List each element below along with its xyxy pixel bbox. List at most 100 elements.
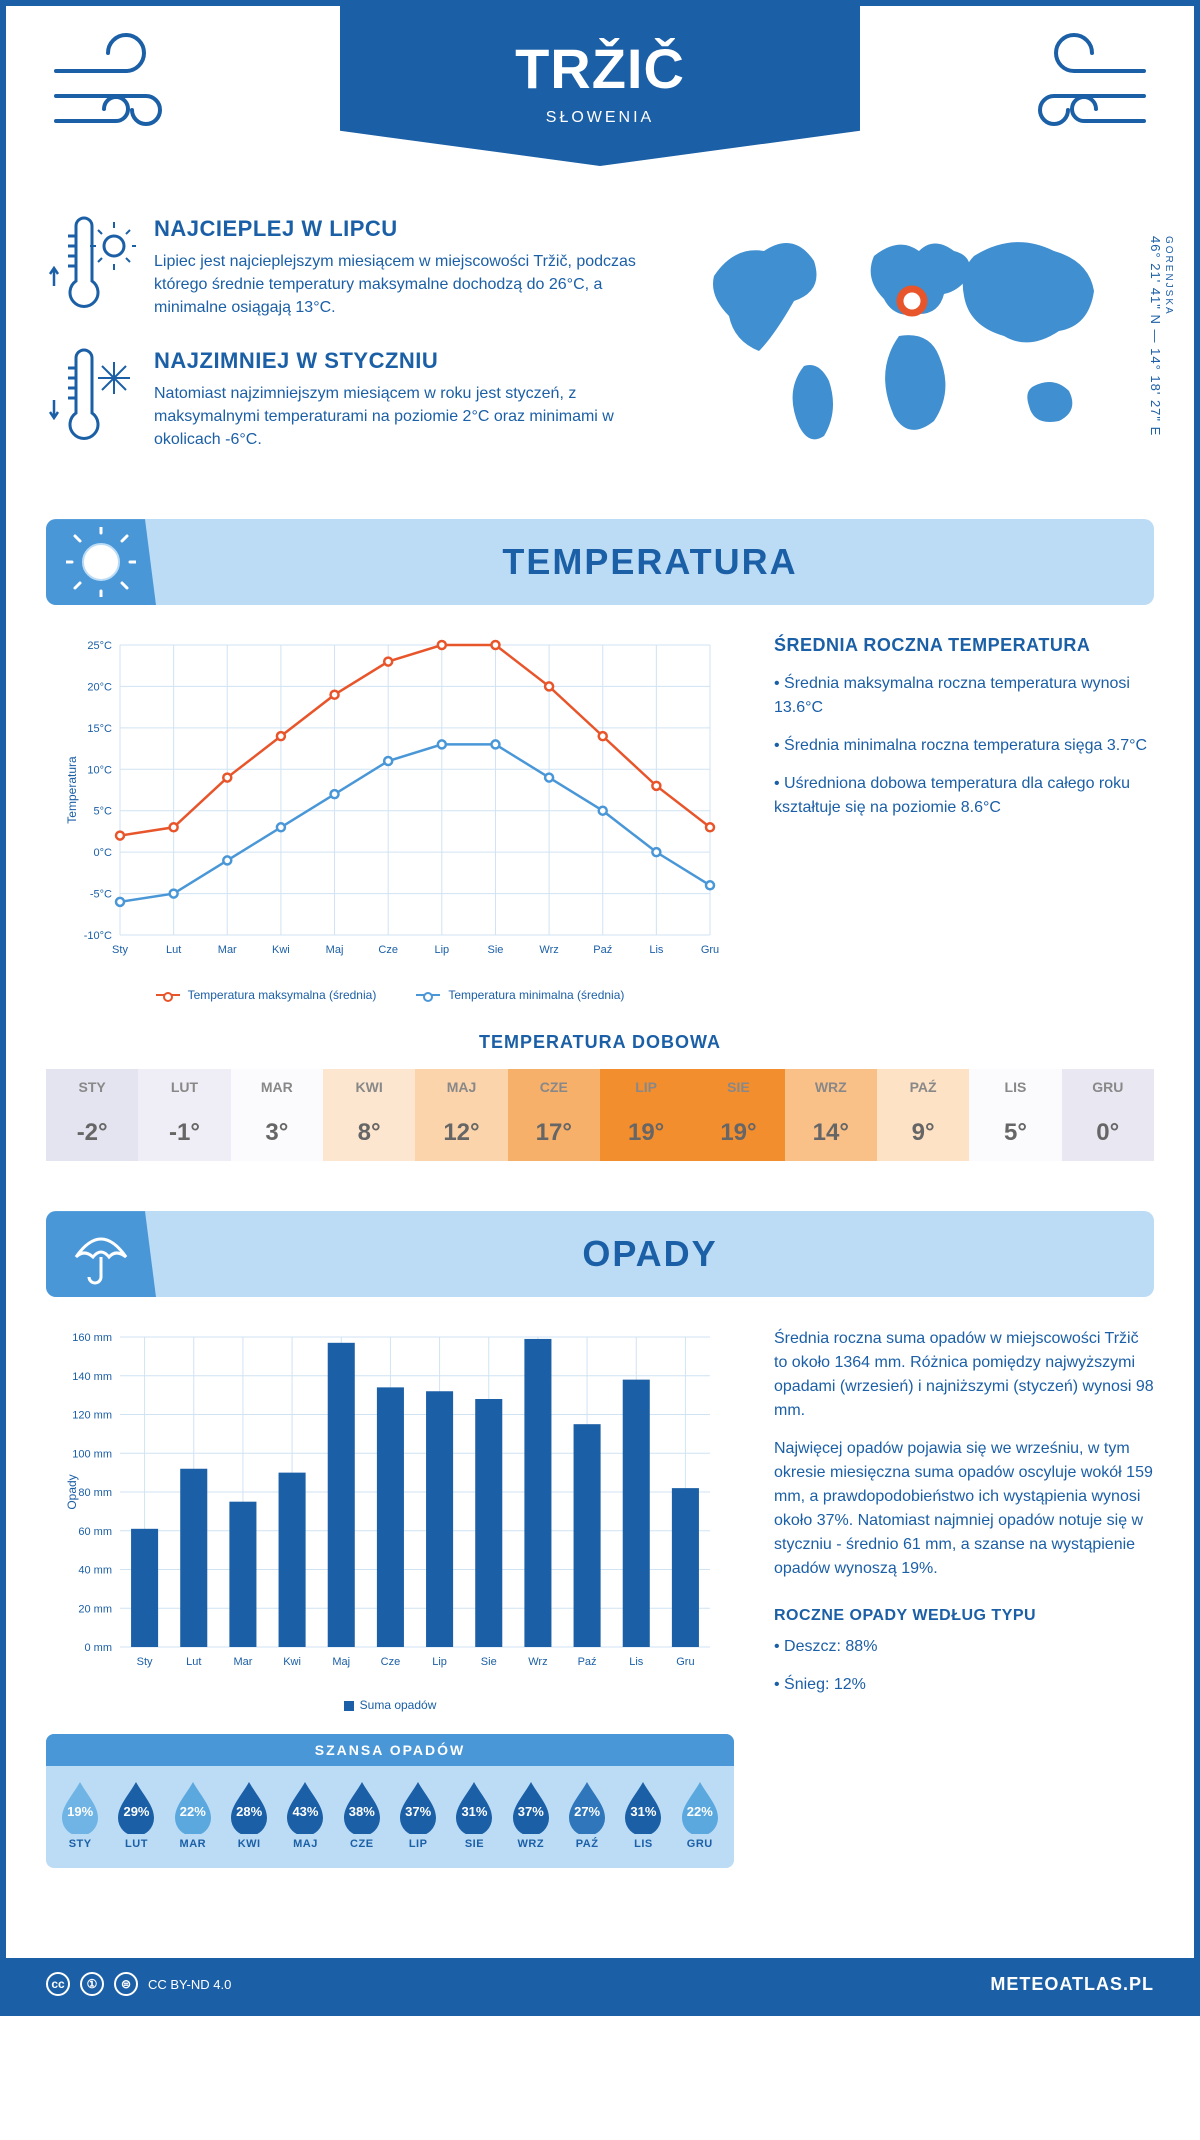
rain-chance-drops: 19%STY29%LUT22%MAR28%KWI43%MAJ38%CZE37%L… bbox=[46, 1766, 734, 1856]
daily-cell: WRZ14° bbox=[785, 1069, 877, 1161]
svg-text:Cze: Cze bbox=[381, 1656, 401, 1668]
daily-cell: MAJ12° bbox=[415, 1069, 507, 1161]
svg-text:Sie: Sie bbox=[488, 944, 504, 956]
daily-cell: PAŹ9° bbox=[877, 1069, 969, 1161]
temperature-banner: TEMPERATURA bbox=[46, 519, 1154, 605]
svg-text:-10°C: -10°C bbox=[84, 930, 112, 942]
rain-chance-item: 22%MAR bbox=[165, 1780, 221, 1850]
hot-body: Lipiec jest najcieplejszym miesiącem w m… bbox=[154, 250, 664, 320]
svg-text:Temperatura: Temperatura bbox=[65, 756, 79, 824]
svg-text:100 mm: 100 mm bbox=[72, 1448, 112, 1460]
avg-temp-bullet: • Średnia maksymalna roczna temperatura … bbox=[774, 672, 1154, 720]
wind-swirl-icon bbox=[46, 31, 186, 151]
coords-text: 46° 21' 41" N — 14° 18' 27" E bbox=[1148, 236, 1163, 436]
svg-text:15°C: 15°C bbox=[87, 723, 112, 735]
site-name: METEOATLAS.PL bbox=[990, 1974, 1154, 1995]
daily-cell: SIE19° bbox=[692, 1069, 784, 1161]
svg-text:Cze: Cze bbox=[378, 944, 398, 956]
page-title: TRŽIČ bbox=[340, 36, 860, 101]
cold-title: NAJZIMNIEJ W STYCZNIU bbox=[154, 348, 664, 374]
region-label: GORENJSKA bbox=[1163, 236, 1174, 430]
rain-chance-item: 43%MAJ bbox=[277, 1780, 333, 1850]
thermometer-hot-icon bbox=[46, 216, 136, 316]
page-subtitle: SŁOWENIA bbox=[340, 109, 860, 127]
svg-text:Lip: Lip bbox=[432, 1656, 447, 1668]
svg-text:120 mm: 120 mm bbox=[72, 1410, 112, 1422]
daily-cell: GRU0° bbox=[1062, 1069, 1154, 1161]
page: TRŽIČ SŁOWENIA bbox=[0, 0, 1200, 2016]
world-map: GORENJSKA 46° 21' 41" N — 14° 18' 27" E bbox=[694, 216, 1154, 479]
license-text: CC BY-ND 4.0 bbox=[148, 1977, 231, 1992]
svg-text:Wrz: Wrz bbox=[528, 1656, 547, 1668]
cold-block: NAJZIMNIEJ W STYCZNIU Natomiast najzimni… bbox=[46, 348, 664, 452]
rain-chance-item: 29%LUT bbox=[108, 1780, 164, 1850]
sun-icon bbox=[66, 527, 136, 597]
svg-text:25°C: 25°C bbox=[87, 640, 112, 652]
daily-cell: LIS5° bbox=[969, 1069, 1061, 1161]
rain-chance-item: 38%CZE bbox=[334, 1780, 390, 1850]
svg-text:Opady: Opady bbox=[65, 1474, 79, 1509]
cold-body: Natomiast najzimniejszym miesiącem w rok… bbox=[154, 382, 664, 452]
svg-text:Sty: Sty bbox=[112, 944, 128, 956]
rain-chance-box: SZANSA OPADÓW 19%STY29%LUT22%MAR28%KWI43… bbox=[46, 1734, 734, 1868]
svg-text:Maj: Maj bbox=[332, 1656, 350, 1668]
svg-text:Gru: Gru bbox=[676, 1656, 694, 1668]
hot-title: NAJCIEPLEJ W LIPCU bbox=[154, 216, 664, 242]
cc-icon: cc bbox=[46, 1972, 70, 1996]
precip-para: Średnia roczna suma opadów w miejscowośc… bbox=[774, 1327, 1154, 1423]
svg-text:20°C: 20°C bbox=[87, 682, 112, 694]
daily-cell: KWI8° bbox=[323, 1069, 415, 1161]
thermometer-cold-icon bbox=[46, 348, 136, 448]
umbrella-icon bbox=[66, 1219, 136, 1289]
rain-chance-item: 37%LIP bbox=[390, 1780, 446, 1850]
svg-text:-5°C: -5°C bbox=[90, 889, 112, 901]
rain-chance-title: SZANSA OPADÓW bbox=[46, 1734, 734, 1766]
temperature-legend: Temperatura maksymalna (średnia)Temperat… bbox=[46, 988, 734, 1002]
hot-block: NAJCIEPLEJ W LIPCU Lipiec jest najcieple… bbox=[46, 216, 664, 320]
avg-temp-bullet: • Uśredniona dobowa temperatura dla całe… bbox=[774, 772, 1154, 820]
daily-cell: LUT-1° bbox=[138, 1069, 230, 1161]
precip-heading: OPADY bbox=[176, 1233, 1124, 1275]
daily-cell: STY-2° bbox=[46, 1069, 138, 1161]
header: TRŽIČ SŁOWENIA bbox=[46, 6, 1154, 196]
precip-legend-label: Suma opadów bbox=[360, 1698, 437, 1712]
svg-text:Gru: Gru bbox=[701, 944, 719, 956]
daily-temp-table: STY-2°LUT-1°MAR3°KWI8°MAJ12°CZE17°LIP19°… bbox=[46, 1069, 1154, 1161]
footer: cc ① ⊜ CC BY-ND 4.0 METEOATLAS.PL bbox=[6, 1958, 1194, 2010]
svg-text:0 mm: 0 mm bbox=[85, 1642, 113, 1654]
svg-text:Paź: Paź bbox=[593, 944, 612, 956]
coordinates: GORENJSKA 46° 21' 41" N — 14° 18' 27" E bbox=[1148, 236, 1174, 436]
svg-text:Lut: Lut bbox=[166, 944, 181, 956]
world-map-icon bbox=[694, 216, 1114, 456]
svg-text:Kwi: Kwi bbox=[272, 944, 290, 956]
svg-text:5°C: 5°C bbox=[94, 806, 113, 818]
svg-text:Mar: Mar bbox=[218, 944, 237, 956]
svg-text:Sty: Sty bbox=[137, 1656, 153, 1668]
svg-text:Lut: Lut bbox=[186, 1656, 201, 1668]
rain-chance-item: 27%PAŹ bbox=[559, 1780, 615, 1850]
svg-text:Lis: Lis bbox=[649, 944, 664, 956]
svg-text:160 mm: 160 mm bbox=[72, 1332, 112, 1344]
intro-row: NAJCIEPLEJ W LIPCU Lipiec jest najcieple… bbox=[46, 216, 1154, 479]
rain-chance-item: 31%LIS bbox=[615, 1780, 671, 1850]
by-icon: ① bbox=[80, 1972, 104, 1996]
svg-text:80 mm: 80 mm bbox=[78, 1487, 112, 1499]
svg-text:Sie: Sie bbox=[481, 1656, 497, 1668]
precip-type-line: • Deszcz: 88% bbox=[774, 1635, 1154, 1659]
precip-para: Najwięcej opadów pojawia się we wrześniu… bbox=[774, 1437, 1154, 1581]
title-banner: TRŽIČ SŁOWENIA bbox=[340, 6, 860, 166]
wind-swirl-icon bbox=[1014, 31, 1154, 151]
precip-banner: OPADY bbox=[46, 1211, 1154, 1297]
temperature-heading: TEMPERATURA bbox=[176, 541, 1124, 583]
rain-chance-item: 31%SIE bbox=[446, 1780, 502, 1850]
precip-type-line: • Śnieg: 12% bbox=[774, 1673, 1154, 1697]
svg-text:Lip: Lip bbox=[434, 944, 449, 956]
temperature-line-chart: -10°C-5°C0°C5°C10°C15°C20°C25°CStyLutMar… bbox=[46, 635, 734, 975]
svg-text:20 mm: 20 mm bbox=[78, 1603, 112, 1615]
svg-text:Lis: Lis bbox=[629, 1656, 644, 1668]
svg-text:60 mm: 60 mm bbox=[78, 1526, 112, 1538]
svg-text:40 mm: 40 mm bbox=[78, 1565, 112, 1577]
svg-text:Mar: Mar bbox=[233, 1656, 252, 1668]
nd-icon: ⊜ bbox=[114, 1972, 138, 1996]
daily-temp-title: TEMPERATURA DOBOWA bbox=[46, 1032, 1154, 1053]
